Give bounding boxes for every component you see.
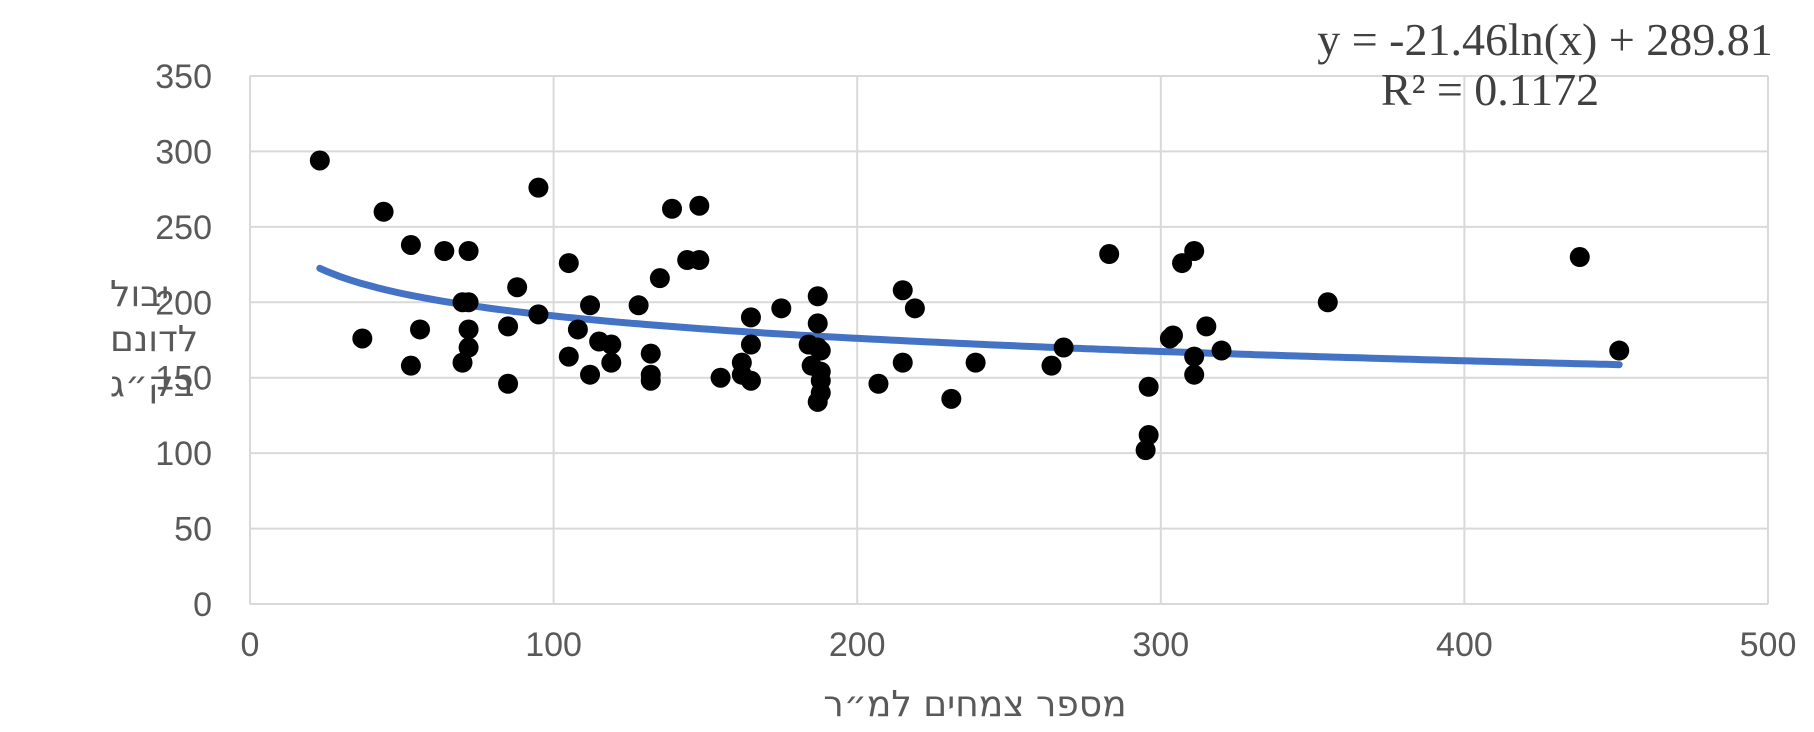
data-point	[410, 319, 431, 340]
data-point	[528, 304, 549, 325]
data-point	[601, 352, 622, 373]
x-tick-label: 300	[1132, 626, 1189, 664]
data-point	[771, 298, 792, 319]
data-point	[400, 355, 421, 376]
data-point	[1196, 316, 1217, 337]
data-point	[1162, 325, 1183, 346]
x-tick-label: 400	[1436, 626, 1493, 664]
data-point	[740, 307, 761, 328]
y-axis-title: יבול לדונם בק״ג	[110, 274, 198, 405]
data-point	[452, 352, 473, 373]
data-point	[507, 277, 528, 298]
gridlines	[249, 75, 1769, 605]
y-tick-label: 300	[155, 133, 212, 171]
data-point	[567, 319, 588, 340]
y-tick-label: 200	[155, 284, 212, 322]
data-point	[498, 373, 519, 394]
data-point	[1184, 346, 1205, 367]
trendline-r-squared: R² = 0.1172	[1381, 64, 1599, 115]
data-point	[628, 295, 649, 316]
data-point	[640, 343, 661, 364]
data-point	[807, 286, 828, 307]
data-point	[892, 280, 913, 301]
x-tick-label: 500	[1740, 626, 1797, 664]
data-point	[1041, 355, 1062, 376]
y-axis-title-line-1: יבול	[110, 274, 169, 315]
data-point	[458, 240, 479, 261]
data-point	[434, 240, 455, 261]
data-point	[662, 198, 683, 219]
data-point	[458, 319, 479, 340]
data-point	[965, 352, 986, 373]
data-point	[1138, 376, 1159, 397]
x-tick-label: 200	[829, 626, 886, 664]
y-tick-label: 350	[155, 58, 212, 96]
y-axis-title-line-2: לדונם	[110, 319, 198, 360]
data-point	[580, 295, 601, 316]
data-point	[528, 177, 549, 198]
data-point	[1317, 292, 1338, 313]
y-tick-label: 50	[174, 511, 212, 549]
data-point	[1569, 247, 1590, 268]
data-point	[601, 334, 622, 355]
data-point	[868, 373, 889, 394]
data-point	[373, 201, 394, 222]
data-point	[1138, 425, 1159, 446]
y-tick-label: 250	[155, 209, 212, 247]
data-point	[1184, 240, 1205, 261]
data-point	[740, 334, 761, 355]
data-point	[558, 253, 579, 274]
data-point	[941, 388, 962, 409]
data-point	[810, 340, 831, 361]
data-point	[1099, 244, 1120, 265]
data-point	[1609, 340, 1630, 361]
data-point	[400, 234, 421, 255]
y-axis-title-line-3: בק״ג	[110, 364, 194, 405]
data-point	[1135, 440, 1156, 461]
x-tick-label: 100	[525, 626, 582, 664]
data-point	[558, 346, 579, 367]
data-point	[807, 391, 828, 412]
data-point	[1053, 337, 1074, 358]
data-point	[1184, 364, 1205, 385]
data-point	[689, 250, 710, 271]
data-point	[1172, 253, 1193, 274]
data-point	[580, 364, 601, 385]
y-tick-label: 150	[155, 360, 212, 398]
data-point	[649, 268, 670, 289]
data-point	[458, 337, 479, 358]
data-point	[640, 370, 661, 391]
x-axis-title: מספר צמחים למ״ר	[823, 684, 1126, 725]
data-point	[689, 195, 710, 216]
data-point	[710, 367, 731, 388]
trendline-equation: y = -21.46ln(x) + 289.81	[1317, 14, 1773, 65]
data-point	[458, 292, 479, 313]
x-tick-label: 0	[241, 626, 260, 664]
y-tick-label: 100	[155, 435, 212, 473]
y-tick-label: 0	[193, 586, 212, 624]
data-point	[498, 316, 519, 337]
data-point	[352, 328, 373, 349]
data-point	[309, 150, 330, 171]
data-point	[1211, 340, 1232, 361]
data-points	[309, 150, 1630, 461]
y-axis-tick-labels: 0 50 100 150 200 250 300 350	[155, 58, 212, 624]
data-point	[904, 298, 925, 319]
data-point	[807, 313, 828, 334]
data-point	[740, 370, 761, 391]
data-point	[892, 352, 913, 373]
x-axis-tick-labels: 0 100 200 300 400 500	[241, 626, 1797, 664]
